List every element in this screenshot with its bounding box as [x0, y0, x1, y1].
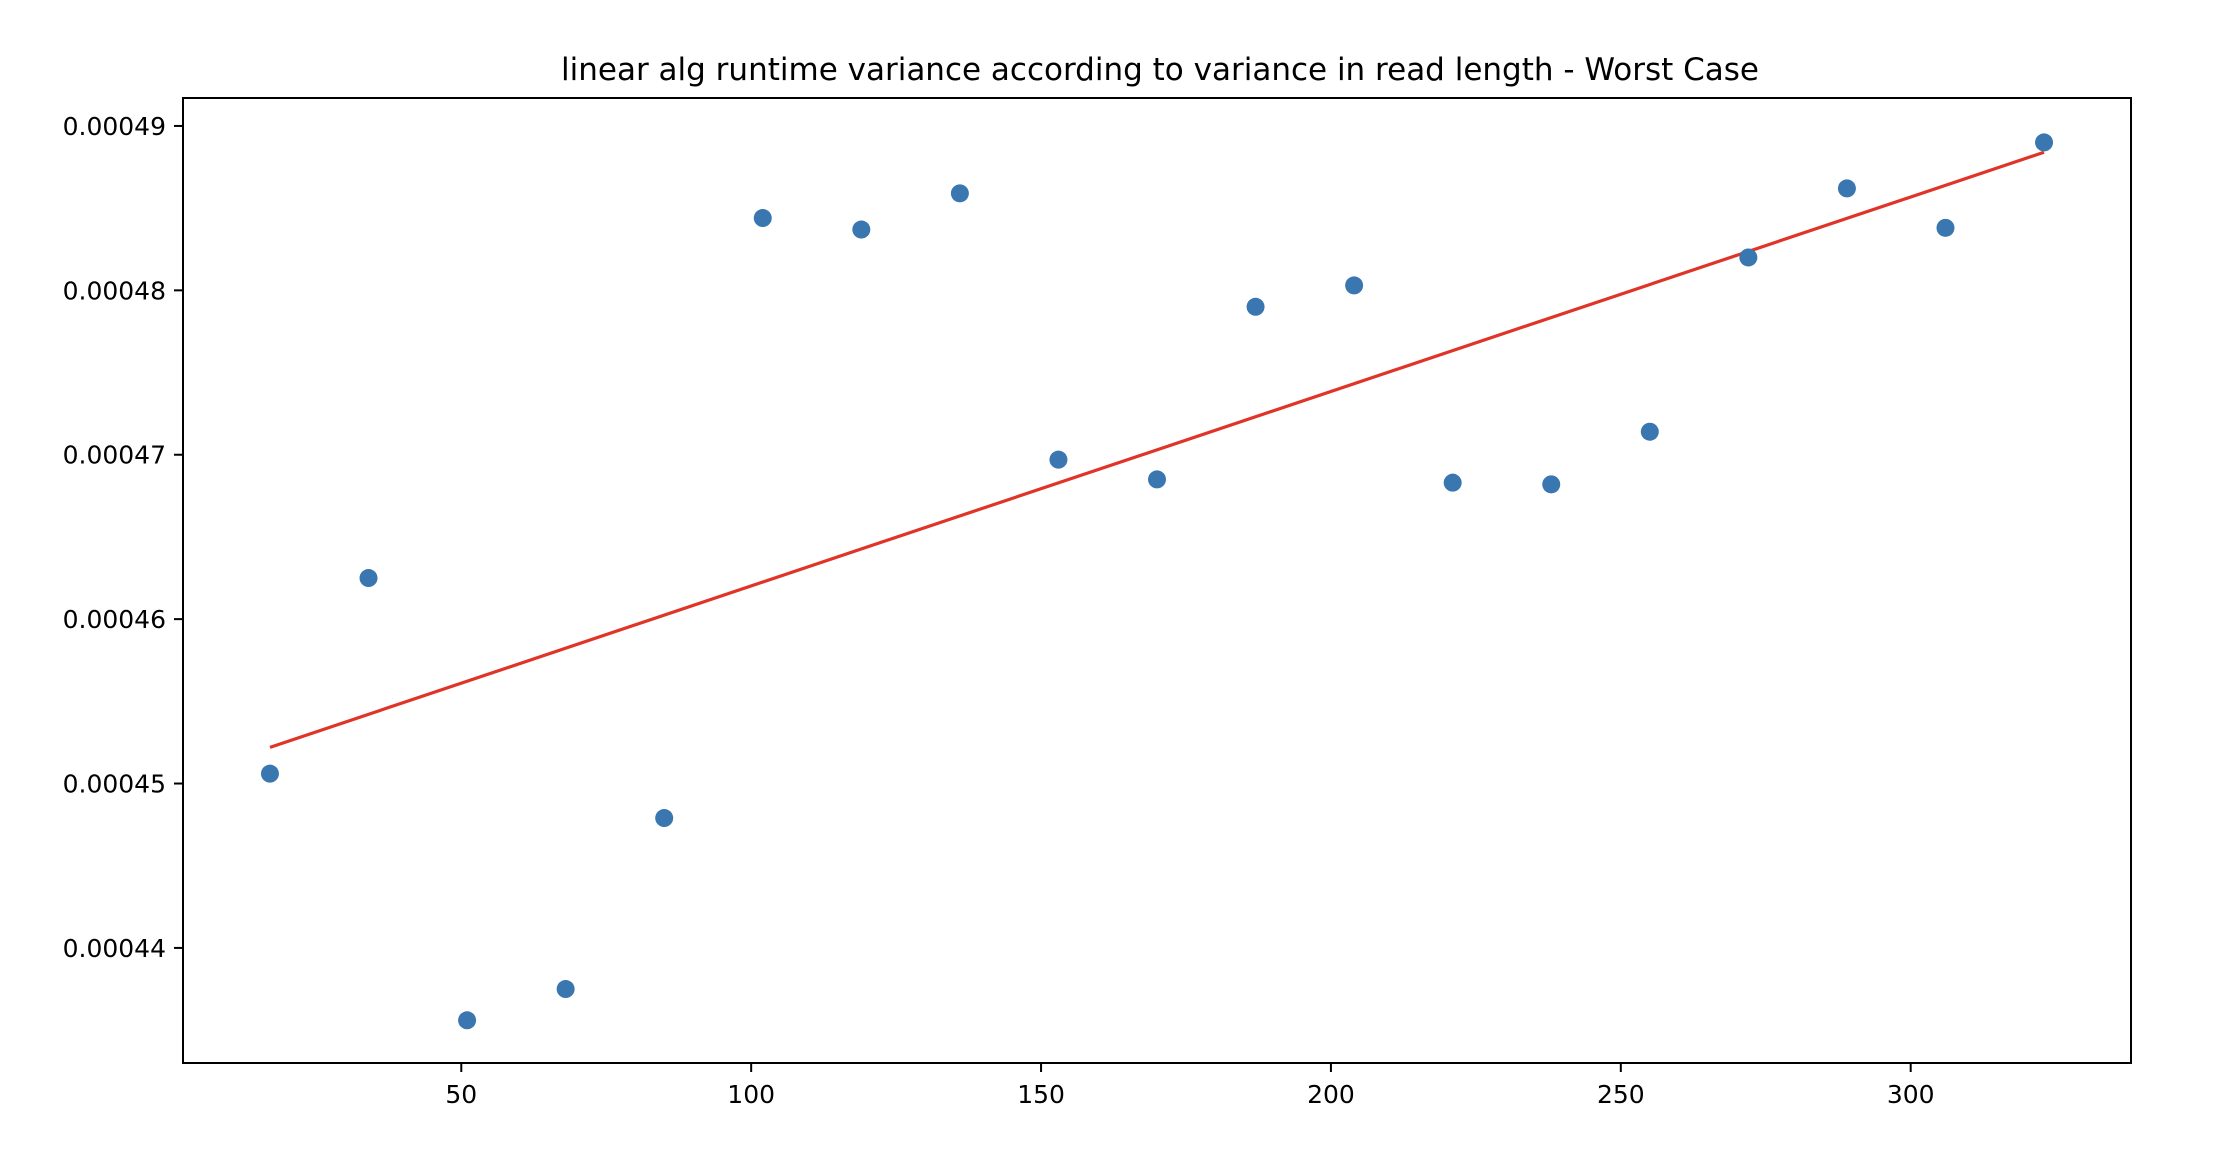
scatter-point	[1443, 473, 1462, 492]
scatter-point	[2035, 133, 2054, 152]
scatter-point	[1148, 470, 1166, 489]
y-axis: 0.00044 0.00045 0.00046 0.00047 0.00048 0.000…	[63, 112, 183, 963]
x-tick-label: 150	[1017, 1080, 1065, 1109]
scatter-point	[852, 220, 871, 239]
series-layer	[260, 133, 2054, 1030]
scatter-point	[1246, 297, 1265, 316]
y-tick-label: 0.00045	[63, 770, 166, 799]
scatter-point	[1936, 218, 1955, 237]
y-tick-label: 0.00046	[63, 605, 166, 634]
scatter-point	[1640, 422, 1659, 441]
y-tick-label: 0.00048	[63, 276, 166, 305]
scatter-point	[1049, 450, 1068, 469]
y-tick-label: 0.00044	[63, 934, 166, 963]
x-tick-label: 100	[727, 1080, 775, 1109]
scatter-point	[1542, 475, 1561, 494]
fit-line	[269, 150, 2045, 749]
scatter-point	[260, 764, 279, 783]
x-tick-label: 250	[1597, 1080, 1645, 1109]
scatter-point	[1837, 179, 1856, 198]
scatter-point	[753, 209, 772, 228]
scatter-point	[655, 809, 674, 828]
chart-title: linear alg runtime variance according to…	[561, 52, 1759, 88]
scatter-point	[1739, 248, 1758, 267]
scatter-point	[556, 980, 575, 999]
y-tick-label: 0.00049	[63, 112, 166, 141]
y-tick-label: 0.00047	[63, 441, 166, 470]
x-tick-label: 50	[445, 1080, 477, 1109]
x-tick-label: 300	[1887, 1080, 1935, 1109]
scatter-point	[458, 1011, 477, 1030]
scatter-point	[1345, 276, 1364, 295]
x-tick-label: 200	[1307, 1080, 1355, 1109]
plot-area-frame	[182, 97, 2132, 1064]
scatter-point	[950, 184, 969, 203]
scatter-point	[359, 569, 378, 588]
x-axis: 50 100 150 200 250 300	[445, 1063, 1935, 1109]
